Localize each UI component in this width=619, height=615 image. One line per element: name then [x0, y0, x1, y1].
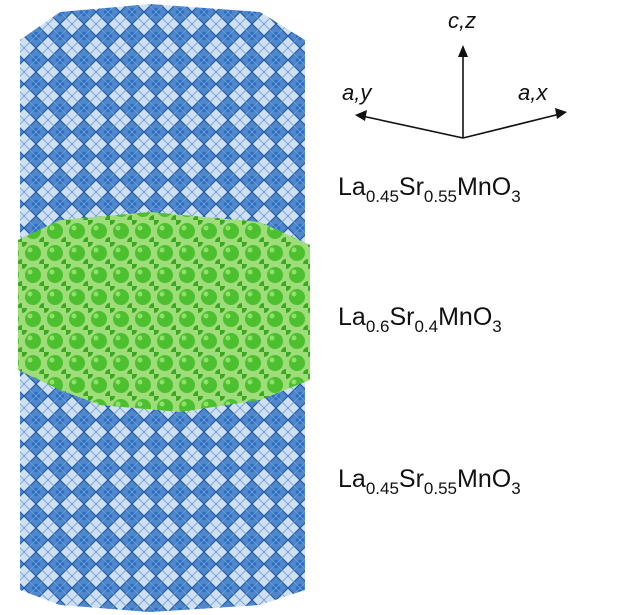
subscript: 0.55	[424, 479, 457, 498]
axis-label: a,x	[518, 80, 548, 105]
subscript: 3	[511, 479, 520, 498]
layer-label: La0.45Sr0.55MnO3	[338, 173, 521, 206]
arrow-head	[458, 45, 468, 57]
layer-label: La0.45Sr0.55MnO3	[338, 465, 521, 498]
subscript: 0.45	[366, 479, 399, 498]
figure: c,z a,y a,x La0.45Sr0.55MnO3La0.6Sr0.4Mn…	[0, 0, 619, 615]
arrow-head	[555, 108, 567, 119]
element-text: Sr	[399, 173, 424, 201]
crystal-structure	[18, 4, 310, 612]
green-lattice	[18, 212, 310, 412]
element-text: MnO	[457, 173, 511, 201]
layer-label: La0.6Sr0.4MnO3	[338, 303, 502, 336]
subscript: 3	[511, 187, 520, 206]
element-text: Sr	[399, 465, 424, 493]
subscript: 0.55	[424, 187, 457, 206]
element-text: MnO	[438, 303, 492, 331]
element-text: La	[338, 173, 366, 201]
element-text: MnO	[457, 465, 511, 493]
axis-label: c,z	[448, 8, 476, 33]
arrow-head	[355, 110, 367, 121]
element-text: La	[338, 465, 366, 493]
subscript: 3	[492, 317, 501, 336]
subscript: 0.6	[366, 317, 390, 336]
axis-arrow	[463, 114, 560, 138]
element-text: Sr	[389, 303, 414, 331]
subscript: 0.4	[414, 317, 438, 336]
axis-arrow	[362, 116, 463, 138]
element-text: La	[338, 303, 366, 331]
axis-label: a,y	[342, 80, 373, 105]
subscript: 0.45	[366, 187, 399, 206]
